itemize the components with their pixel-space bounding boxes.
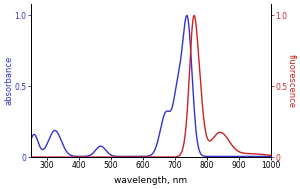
X-axis label: wavelength, nm: wavelength, nm [115, 176, 188, 185]
Y-axis label: fluorescence: fluorescence [287, 54, 296, 108]
Y-axis label: absorbance: absorbance [4, 56, 13, 105]
